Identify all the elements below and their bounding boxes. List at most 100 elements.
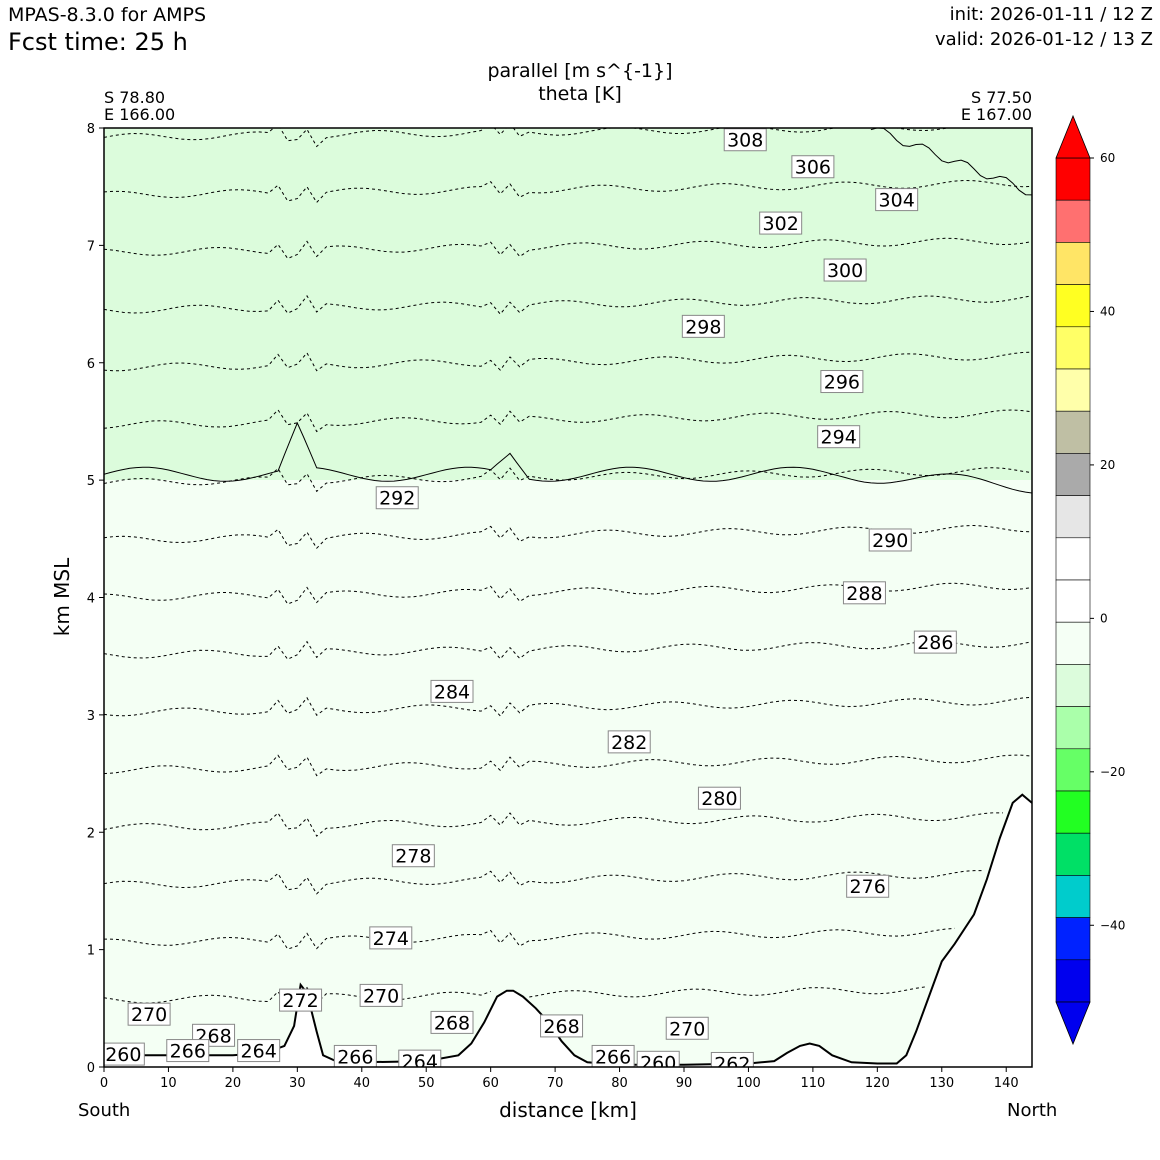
- theta-label: 290: [872, 530, 908, 552]
- colorbar-cell: [1055, 875, 1091, 918]
- theta-label-box: [710, 1051, 754, 1067]
- theta-isoline: [104, 870, 984, 895]
- theta-label: 274: [373, 928, 409, 950]
- theta-label: 288: [846, 583, 882, 605]
- theta-isoline: [104, 524, 1032, 550]
- y-tick-label: 8: [87, 122, 95, 137]
- theta-label-box: [759, 211, 803, 235]
- x-axis-label: distance [km]: [499, 1098, 637, 1122]
- x-tick-label: 50: [418, 1076, 435, 1091]
- theta-label-box: [398, 1049, 442, 1067]
- theta-isoline: [104, 179, 1032, 204]
- theta-label-box: [697, 786, 741, 810]
- theta-label-box: [237, 1039, 281, 1063]
- colorbar-cell: [1055, 790, 1091, 834]
- colorbar-under-arrow: [1055, 1001, 1091, 1046]
- colorbar-cell: [1055, 284, 1091, 328]
- x-tick-label: 70: [547, 1076, 564, 1091]
- colorbar-cell: [1055, 579, 1091, 623]
- theta-label-box: [868, 528, 912, 552]
- y-tick-label: 6: [87, 357, 95, 372]
- theta-isoline: [104, 295, 1032, 315]
- theta-label: 270: [131, 1004, 167, 1026]
- theta-label: 266: [170, 1041, 206, 1063]
- theta-label: 272: [282, 990, 318, 1012]
- theta-isoline: [104, 237, 1032, 260]
- colorbar-cell: [1055, 706, 1091, 750]
- theta-label-box: [636, 1050, 680, 1067]
- theta-label: 292: [379, 488, 415, 510]
- y-tick-label: 1: [87, 944, 95, 959]
- colorbar-cell: [1055, 495, 1091, 539]
- x-tick-label: 90: [676, 1076, 693, 1091]
- left-longitude: E 166.00: [104, 105, 176, 124]
- theta-label-box: [359, 983, 403, 1007]
- theta-label: 286: [917, 632, 953, 654]
- theta-isoline: [104, 696, 1032, 717]
- theta-label: 270: [363, 985, 399, 1007]
- theta-label: 260: [105, 1044, 141, 1066]
- theta-label-box: [846, 874, 890, 898]
- theta-label-box: [166, 1039, 210, 1063]
- x-tick-label: 10: [160, 1076, 177, 1091]
- colorbar-tick-label: 40: [1100, 304, 1115, 318]
- theta-label-box: [820, 370, 864, 394]
- theta-label-box: [913, 630, 957, 654]
- theta-label: 302: [763, 213, 799, 235]
- terrain-fill: [104, 794, 1032, 1067]
- theta-label-box: [375, 486, 419, 510]
- theta-label: 264: [241, 1041, 277, 1063]
- theta-label: 298: [685, 316, 721, 338]
- theta-label: 264: [402, 1051, 438, 1073]
- chart-subtitle: theta [K]: [538, 83, 622, 105]
- theta-label-box: [430, 679, 474, 703]
- theta-label: 266: [595, 1046, 631, 1068]
- init-time: init: 2026-01-11 / 12 Z: [949, 4, 1153, 25]
- theta-label-box: [430, 1010, 474, 1034]
- theta-label-box: [791, 155, 835, 179]
- x-tick-label: 100: [736, 1076, 761, 1091]
- theta-label-box: [681, 314, 725, 338]
- y-tick-label: 3: [87, 709, 95, 724]
- x-tick-label: 30: [289, 1076, 306, 1091]
- parallel-wind-contour: [104, 421, 1032, 494]
- theta-label-box: [817, 425, 861, 449]
- theta-label-box: [607, 730, 651, 754]
- theta-isoline: [104, 640, 1032, 660]
- colorbar-tick-label: −40: [1100, 918, 1125, 932]
- x-tick-label: 0: [100, 1076, 108, 1091]
- theta-isoline: [104, 409, 1032, 433]
- colorbar-tick-label: 60: [1100, 151, 1115, 165]
- right-latitude: S 77.50: [970, 88, 1032, 107]
- colorbar-cell: [1055, 326, 1091, 370]
- valid-time: valid: 2026-01-12 / 13 Z: [935, 29, 1153, 50]
- theta-label: 268: [543, 1016, 579, 1038]
- fill-region-0: [104, 128, 1032, 481]
- colorbar-cell: [1055, 537, 1091, 581]
- y-tick-label: 0: [87, 1061, 95, 1076]
- colorbar-cell: [1055, 453, 1091, 496]
- colorbar-cell: [1055, 621, 1091, 665]
- x-tick-label: 120: [865, 1076, 890, 1091]
- colorbar-cell: [1055, 917, 1091, 961]
- colorbar-cell: [1055, 242, 1091, 285]
- theta-label-box: [540, 1014, 584, 1038]
- theta-label-box: [665, 1016, 709, 1040]
- left-latitude: S 78.80: [104, 88, 166, 107]
- colorbar-cell: [1055, 748, 1091, 792]
- theta-label-box: [591, 1044, 635, 1067]
- theta-label: 284: [434, 681, 470, 703]
- theta-label: 304: [879, 190, 915, 212]
- x-tick-label: 80: [611, 1076, 628, 1091]
- y-tick-label: 2: [87, 826, 95, 841]
- y-tick-label: 4: [87, 592, 95, 607]
- model-name: MPAS-8.3.0 for AMPS: [8, 4, 207, 26]
- theta-isoline: [104, 128, 1032, 148]
- y-tick-label: 7: [87, 239, 95, 254]
- colorbar-cell: [1055, 410, 1091, 454]
- theta-label-box: [875, 188, 919, 212]
- theta-label: 294: [821, 427, 857, 449]
- x-tick-label: 40: [354, 1076, 371, 1091]
- theta-label: 300: [827, 260, 863, 282]
- colorbar-tick-label: 0: [1100, 611, 1108, 625]
